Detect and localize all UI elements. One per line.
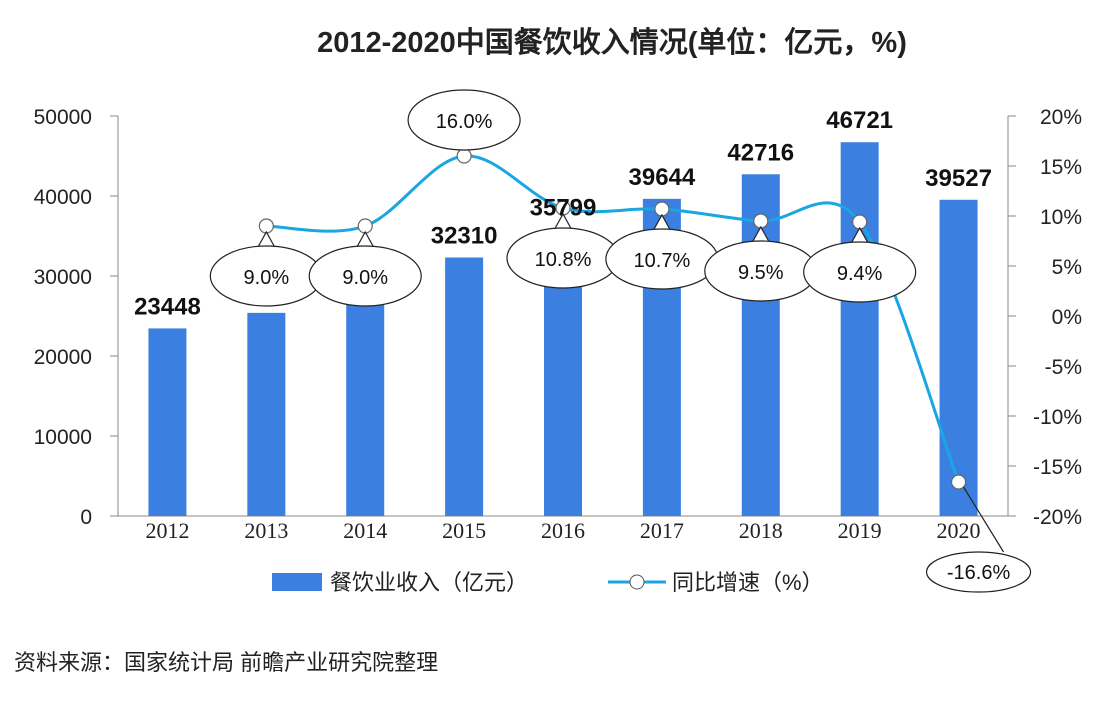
line-value-label: 16.0% (436, 111, 493, 133)
callout-pointer (651, 213, 673, 234)
left-tick-label: 50000 (34, 106, 92, 129)
callout-pointer (750, 225, 772, 246)
callout-joint (452, 132, 477, 142)
x-tick-label: 2020 (937, 518, 981, 543)
left-tick-label: 20000 (34, 346, 92, 369)
callout-joint (551, 230, 575, 240)
callout-pointer (849, 226, 871, 247)
callout-joint (748, 243, 773, 253)
bar (148, 328, 187, 516)
growth-line (266, 154, 960, 483)
right-tick-label: 0% (1052, 306, 1082, 329)
right-tick-label: -5% (1045, 356, 1082, 379)
bar (445, 257, 484, 516)
callout-joint (254, 248, 279, 258)
line-value-label: -16.6% (947, 562, 1011, 584)
right-tick-label: -10% (1033, 406, 1082, 429)
x-tick-label: 2014 (343, 518, 387, 543)
x-tick-label: 2013 (244, 518, 288, 543)
callout-joint (353, 248, 378, 258)
callout-pointer (255, 230, 277, 251)
x-tick-label: 2019 (838, 518, 882, 543)
callout-pointer (552, 212, 574, 233)
right-tick-label: 20% (1040, 106, 1082, 129)
right-tick-label: -20% (1033, 506, 1082, 529)
bar (840, 142, 879, 516)
line-point (456, 148, 472, 164)
legend-bar-label: 餐饮业收入（亿元） (330, 570, 528, 595)
right-tick-label: -15% (1033, 456, 1082, 479)
bar-value-label: 42716 (727, 139, 794, 166)
right-tick-label: 10% (1040, 206, 1082, 229)
line-value-label: 10.7% (634, 250, 691, 272)
legend-line-label: 同比增速（%） (672, 570, 824, 595)
bar-value-label: 39644 (629, 164, 696, 191)
x-tick-label: 2017 (640, 518, 684, 543)
callout-pointer (963, 486, 1005, 553)
bar-value-label: 46721 (826, 107, 893, 134)
bar (939, 199, 978, 516)
line-value-label: 9.4% (837, 263, 883, 285)
line-value-label: 10.8% (535, 249, 592, 271)
callout-pointer (354, 230, 376, 251)
x-tick-label: 2018 (739, 518, 783, 543)
left-tick-label: 30000 (34, 266, 92, 289)
callout-bubble (925, 551, 1032, 593)
line-value-label: 9.0% (244, 267, 290, 289)
bar-value-label: 32310 (431, 223, 498, 250)
line-value-label: 9.0% (342, 267, 388, 289)
callout-joint (847, 244, 872, 254)
x-tick-label: 2015 (442, 518, 486, 543)
bar (247, 312, 286, 516)
legend: 餐饮业收入（亿元） 同比增速（%） (272, 570, 824, 595)
x-tick-label: 2012 (145, 518, 189, 543)
right-tick-label: 15% (1040, 156, 1082, 179)
chart-title: 2012-2020中国餐饮收入情况(单位：亿元，%) (317, 25, 907, 59)
legend-bar-swatch (272, 573, 322, 591)
bar-value-label: 23448 (134, 293, 201, 320)
line-value-label: 9.5% (738, 262, 784, 284)
left-tick-label: 40000 (34, 186, 92, 209)
legend-line-marker (629, 574, 645, 590)
source-note: 资料来源：国家统计局 前瞻产业研究院整理 (14, 650, 438, 675)
left-tick-label: 0 (80, 506, 92, 529)
right-tick-label: 5% (1052, 256, 1082, 279)
x-tick-label: 2016 (541, 518, 585, 543)
line-point (950, 474, 967, 490)
left-tick-label: 10000 (34, 426, 92, 449)
callout-joint (649, 231, 674, 241)
callout-bubble (407, 89, 521, 151)
bar-value-label: 39527 (925, 165, 992, 192)
bar (346, 293, 385, 516)
callout-bubble (803, 241, 917, 303)
callout-bubble (308, 245, 422, 307)
